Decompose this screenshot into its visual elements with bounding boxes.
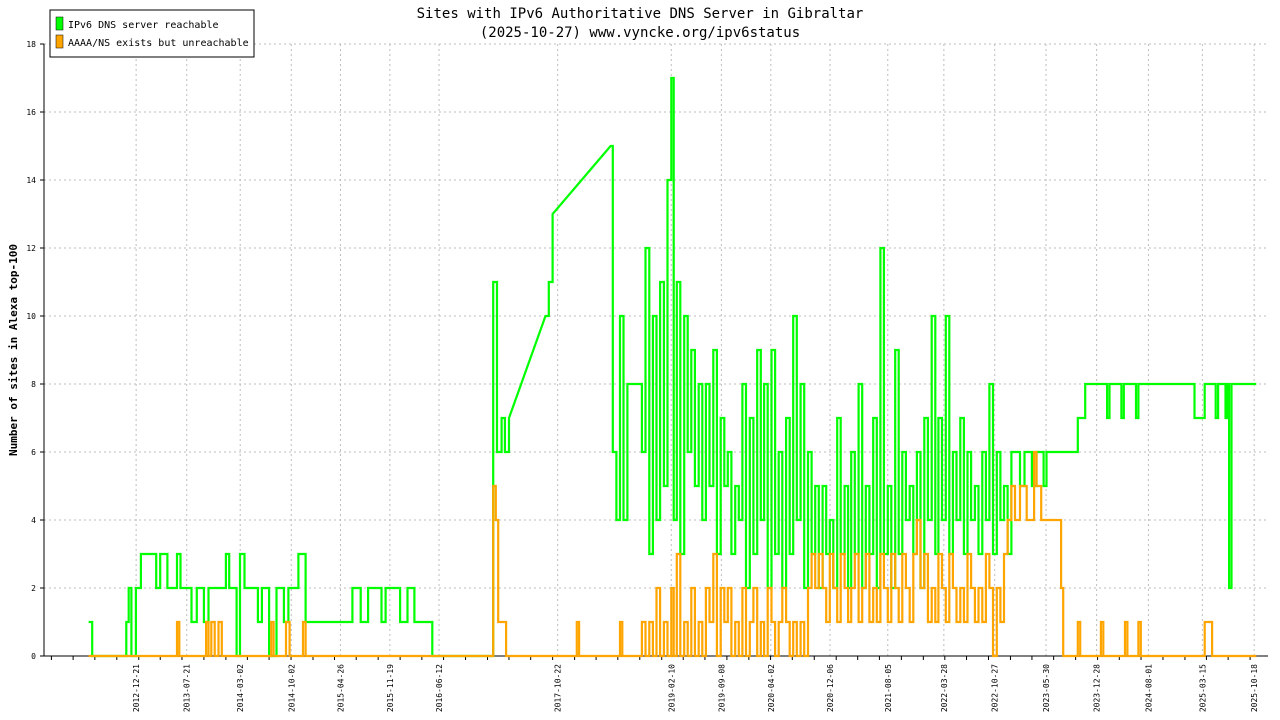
- y-tick-label: 8: [31, 380, 36, 389]
- series-line-reachable: [88, 76, 1257, 658]
- x-tick-label: 2019-02-10: [667, 664, 676, 712]
- x-tick-label: 2021-08-05: [884, 664, 893, 712]
- legend-label-reachable: IPv6 DNS server reachable: [68, 20, 219, 31]
- x-tick-label: 2023-12-28: [1093, 664, 1102, 712]
- legend-box: [49, 9, 255, 58]
- y-tick-label: 6: [31, 448, 36, 457]
- x-tick-labels: 2012-12-21 2013-07-21 2014-03-02 2014-10-02…: [132, 664, 1259, 712]
- y-tick-label: 4: [31, 516, 36, 525]
- x-tick-label: 2020-04-02: [767, 664, 776, 712]
- chart-subtitle: (2025-10-27) www.vyncke.org/ipv6status: [480, 25, 800, 41]
- y-tick-label: 10: [26, 312, 36, 321]
- x-tick-label: 2012-12-21: [132, 664, 141, 712]
- y-tick-label: 18: [26, 40, 36, 49]
- x-tick-label: 2025-10-18: [1250, 664, 1259, 712]
- x-tick-label: 2016-06-12: [435, 664, 444, 712]
- chart-title: Sites with IPv6 Authoritative DNS Server…: [417, 6, 864, 22]
- x-tick-label: 2023-05-30: [1042, 664, 1051, 712]
- x-tick-label: 2022-03-28: [940, 664, 949, 712]
- legend-swatch-reachable: [55, 16, 64, 31]
- x-tick-label: 2025-03-15: [1198, 664, 1207, 712]
- y-tick-label: 0: [31, 652, 36, 661]
- series: [88, 76, 1257, 658]
- legend: IPv6 DNS server reachable AAAA/NS exists…: [49, 9, 255, 58]
- x-tick-label: 2020-12-06: [826, 664, 835, 712]
- x-tick-label: 2014-03-02: [236, 664, 245, 712]
- x-tick-label: 2014-10-02: [287, 664, 296, 712]
- x-tick-label: 2017-10-22: [554, 664, 563, 712]
- y-tick-labels: 0 2 4 6 8 10 12 14 16 18: [26, 40, 36, 661]
- x-tick-label: 2015-04-26: [336, 664, 345, 712]
- x-tick-label: 2013-07-21: [183, 664, 192, 712]
- grid: [44, 43, 1268, 656]
- x-tick-label: 2019-09-08: [717, 664, 726, 712]
- x-tick-label: 2022-10-27: [991, 664, 1000, 712]
- y-tick-label: 14: [26, 176, 36, 185]
- x-tick-label: 2024-08-01: [1144, 664, 1153, 712]
- series-line-unreachable: [88, 450, 1257, 658]
- y-axis-label: Number of sites in Alexa top-100: [7, 244, 20, 456]
- x-tick-label: 2015-11-19: [386, 664, 395, 712]
- y-tick-label: 12: [26, 244, 36, 253]
- y-tick-label: 2: [31, 584, 36, 593]
- legend-swatch-unreachable: [55, 34, 64, 49]
- y-tick-label: 16: [26, 108, 36, 117]
- legend-label-unreachable: AAAA/NS exists but unreachable: [68, 38, 249, 49]
